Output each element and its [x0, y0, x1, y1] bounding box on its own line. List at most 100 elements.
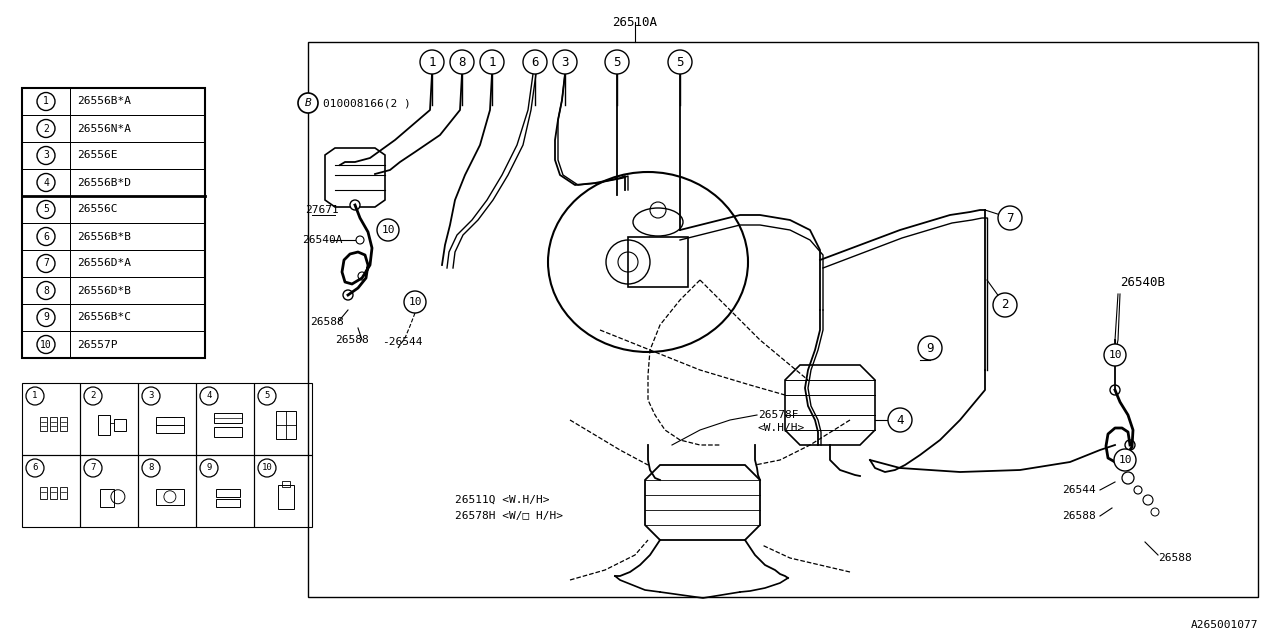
Text: 10: 10 — [381, 225, 394, 235]
Text: 6: 6 — [32, 463, 37, 472]
Bar — [100, 489, 114, 507]
Text: A265001077: A265001077 — [1190, 620, 1258, 630]
Text: 26544: 26544 — [1062, 485, 1096, 495]
Text: 4: 4 — [206, 392, 211, 401]
Bar — [70, 115, 205, 142]
Circle shape — [200, 387, 218, 405]
Circle shape — [668, 50, 692, 74]
Bar — [216, 499, 239, 507]
Circle shape — [37, 93, 55, 111]
Bar — [70, 250, 205, 277]
Bar — [70, 277, 205, 304]
Bar — [70, 142, 205, 169]
Text: 9: 9 — [927, 342, 933, 355]
Text: 10: 10 — [261, 463, 273, 472]
Circle shape — [524, 50, 547, 74]
Text: 26556B*A: 26556B*A — [77, 97, 131, 106]
Text: 4: 4 — [44, 177, 49, 188]
Bar — [22, 169, 70, 196]
Text: 26556N*A: 26556N*A — [77, 124, 131, 134]
Text: 26511Q <W.H/H>: 26511Q <W.H/H> — [454, 495, 549, 505]
Circle shape — [37, 227, 55, 246]
Bar — [40, 417, 47, 431]
Text: 26578F: 26578F — [758, 410, 799, 420]
Bar — [253, 383, 312, 455]
Circle shape — [37, 147, 55, 164]
Text: 10: 10 — [1108, 350, 1121, 360]
Text: 26556E: 26556E — [77, 150, 118, 161]
Bar — [22, 250, 70, 277]
Bar — [79, 455, 138, 527]
Bar — [114, 419, 125, 431]
Text: 2: 2 — [91, 392, 96, 401]
Text: <W.H/H>: <W.H/H> — [758, 423, 805, 433]
Bar — [70, 88, 205, 115]
Circle shape — [142, 387, 160, 405]
Text: 26578H <W/□ H/H>: 26578H <W/□ H/H> — [454, 511, 563, 521]
Circle shape — [349, 200, 360, 210]
Text: 1: 1 — [429, 56, 435, 68]
Bar — [22, 196, 70, 223]
Circle shape — [26, 387, 44, 405]
Bar — [196, 383, 253, 455]
Circle shape — [918, 336, 942, 360]
Bar — [22, 115, 70, 142]
Circle shape — [37, 282, 55, 300]
Bar — [70, 304, 205, 331]
Text: 26588: 26588 — [1062, 511, 1096, 521]
Text: 9: 9 — [206, 463, 211, 472]
Text: 26510A: 26510A — [613, 15, 658, 29]
Text: 5: 5 — [676, 56, 684, 68]
Bar — [22, 142, 70, 169]
Text: 27671: 27671 — [305, 205, 339, 215]
Bar — [216, 489, 239, 497]
Bar — [253, 455, 312, 527]
Text: 26540B: 26540B — [1120, 275, 1165, 289]
Bar — [214, 413, 242, 423]
Text: 1: 1 — [32, 392, 37, 401]
Bar — [308, 42, 1258, 597]
Circle shape — [1125, 440, 1135, 450]
Text: 26588: 26588 — [1158, 553, 1192, 563]
Bar — [156, 417, 184, 433]
Circle shape — [37, 308, 55, 326]
Circle shape — [37, 173, 55, 191]
Text: 8: 8 — [148, 463, 154, 472]
Circle shape — [1110, 385, 1120, 395]
Text: 10: 10 — [1119, 455, 1132, 465]
Text: 8: 8 — [458, 56, 466, 68]
Bar — [60, 417, 67, 431]
Bar — [70, 331, 205, 358]
Bar — [214, 427, 242, 436]
Bar — [22, 88, 70, 115]
Bar — [282, 481, 289, 487]
Text: 8: 8 — [44, 285, 49, 296]
Text: 5: 5 — [264, 392, 270, 401]
Text: 26588: 26588 — [310, 317, 344, 327]
Circle shape — [378, 219, 399, 241]
Text: 1: 1 — [488, 56, 495, 68]
Text: 26588: 26588 — [335, 335, 369, 345]
Text: 2: 2 — [44, 124, 49, 134]
Bar — [278, 484, 294, 509]
Bar — [79, 383, 138, 455]
Circle shape — [142, 459, 160, 477]
Bar — [22, 223, 70, 250]
Bar — [70, 223, 205, 250]
Text: 010008166(2 ): 010008166(2 ) — [323, 98, 411, 108]
Circle shape — [37, 200, 55, 218]
Text: 5: 5 — [44, 205, 49, 214]
Circle shape — [553, 50, 577, 74]
Circle shape — [37, 335, 55, 353]
Text: 26556B*C: 26556B*C — [77, 312, 131, 323]
Bar — [138, 383, 196, 455]
Text: 26556D*A: 26556D*A — [77, 259, 131, 269]
Text: 7: 7 — [44, 259, 49, 269]
Bar — [196, 455, 253, 527]
Text: 3: 3 — [44, 150, 49, 161]
Text: 26557P: 26557P — [77, 339, 118, 349]
Text: 3: 3 — [148, 392, 154, 401]
Circle shape — [259, 387, 276, 405]
Text: 7: 7 — [91, 463, 96, 472]
Circle shape — [888, 408, 911, 432]
